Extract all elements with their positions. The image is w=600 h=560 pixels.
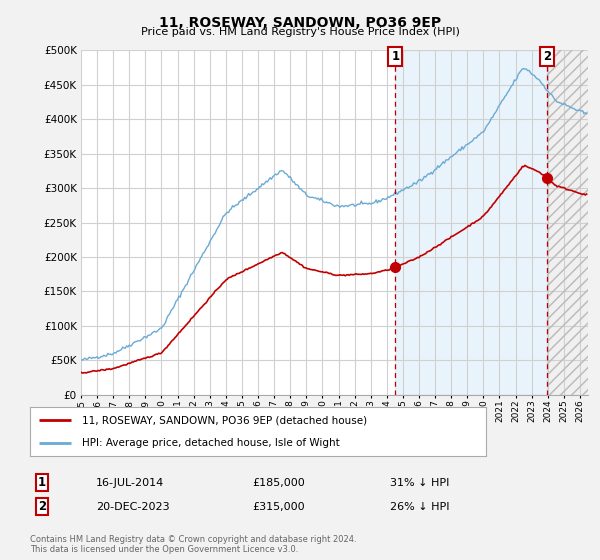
Text: 16-JUL-2014: 16-JUL-2014 bbox=[96, 478, 164, 488]
Text: 1: 1 bbox=[391, 50, 400, 63]
Text: Price paid vs. HM Land Registry's House Price Index (HPI): Price paid vs. HM Land Registry's House … bbox=[140, 27, 460, 37]
Bar bbox=[547, 50, 588, 395]
Text: 11, ROSEWAY, SANDOWN, PO36 9EP: 11, ROSEWAY, SANDOWN, PO36 9EP bbox=[159, 16, 441, 30]
Text: 31% ↓ HPI: 31% ↓ HPI bbox=[390, 478, 449, 488]
Text: 26% ↓ HPI: 26% ↓ HPI bbox=[390, 502, 449, 512]
Text: HPI: Average price, detached house, Isle of Wight: HPI: Average price, detached house, Isle… bbox=[82, 438, 340, 448]
Text: 11, ROSEWAY, SANDOWN, PO36 9EP (detached house): 11, ROSEWAY, SANDOWN, PO36 9EP (detached… bbox=[82, 416, 368, 426]
Text: Contains HM Land Registry data © Crown copyright and database right 2024.
This d: Contains HM Land Registry data © Crown c… bbox=[30, 535, 356, 554]
Text: £185,000: £185,000 bbox=[252, 478, 305, 488]
Text: £315,000: £315,000 bbox=[252, 502, 305, 512]
Bar bbox=[395, 50, 547, 395]
Text: 1: 1 bbox=[38, 476, 46, 489]
Text: 20-DEC-2023: 20-DEC-2023 bbox=[96, 502, 170, 512]
Text: 2: 2 bbox=[543, 50, 551, 63]
Bar bbox=[547, 50, 588, 395]
Text: 2: 2 bbox=[38, 500, 46, 514]
